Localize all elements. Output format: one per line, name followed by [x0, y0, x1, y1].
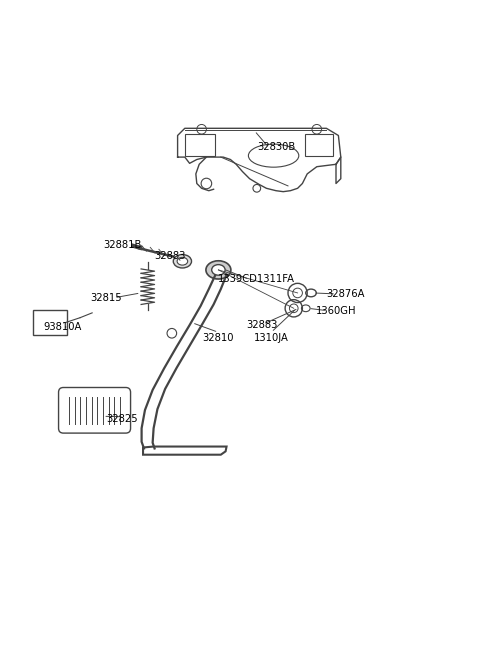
Ellipse shape: [173, 255, 192, 268]
Text: 1339CD1311FA: 1339CD1311FA: [218, 274, 295, 284]
Text: 32881B: 32881B: [103, 240, 142, 250]
Text: 32876A: 32876A: [326, 289, 365, 299]
Text: 93810A: 93810A: [43, 322, 82, 331]
Text: 32825: 32825: [107, 414, 138, 424]
Text: 1310JA: 1310JA: [254, 333, 288, 343]
Text: 32830B: 32830B: [257, 143, 295, 153]
Ellipse shape: [177, 257, 188, 265]
Text: 32883: 32883: [155, 252, 186, 261]
Ellipse shape: [206, 261, 231, 279]
Ellipse shape: [212, 265, 225, 275]
Text: 32815: 32815: [90, 293, 121, 303]
Text: 32810: 32810: [203, 333, 234, 343]
Text: 1360GH: 1360GH: [316, 306, 356, 316]
Text: 32883: 32883: [246, 320, 277, 330]
